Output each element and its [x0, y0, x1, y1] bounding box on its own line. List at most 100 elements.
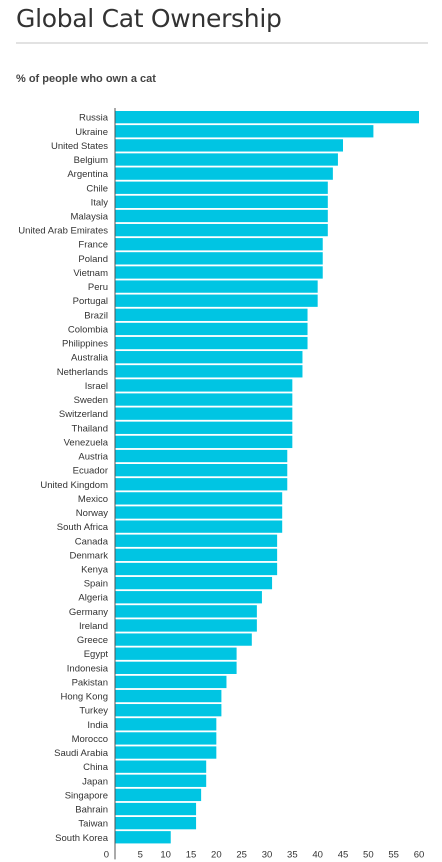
x-tick-label: 30: [262, 849, 273, 860]
bar-united-states: [115, 139, 343, 152]
category-label: Turkey: [79, 706, 108, 717]
category-label: Sweden: [74, 395, 108, 406]
category-label: Morocco: [72, 734, 108, 745]
chart-subtitle: % of people who own a cat: [16, 73, 156, 85]
x-tick-label: 25: [236, 849, 247, 860]
category-label: United States: [51, 141, 108, 152]
bar-greece: [115, 633, 252, 646]
bar-saudi-arabia: [115, 746, 217, 759]
bar-brazil: [115, 308, 308, 321]
x-tick-labels-group: 0 5 10 15 20 25 30 35 40 45 50 55 60: [104, 849, 425, 860]
category-label: Belgium: [74, 155, 108, 166]
bar-australia: [115, 351, 303, 364]
category-label: Russia: [79, 113, 109, 124]
x-tick-label: 10: [160, 849, 171, 860]
title-divider: [16, 42, 428, 44]
category-label: China: [83, 762, 109, 773]
bar-france: [115, 238, 323, 251]
category-label: Portugal: [73, 296, 108, 307]
category-label: Netherlands: [57, 367, 108, 378]
category-label: Saudi Arabia: [54, 748, 109, 759]
category-label: Philippines: [62, 339, 108, 350]
category-label: Italy: [91, 197, 109, 208]
category-label: Algeria: [78, 593, 108, 604]
category-label: Canada: [75, 536, 109, 547]
bar-japan: [115, 774, 207, 787]
bar-india: [115, 718, 217, 731]
x-tick-label: 20: [211, 849, 222, 860]
x-tick-label: 50: [363, 849, 374, 860]
bar-peru: [115, 280, 318, 293]
bar-thailand: [115, 421, 293, 434]
bar-hong-kong: [115, 689, 222, 703]
bar-ecuador: [115, 464, 288, 477]
bar-switzerland: [115, 407, 293, 420]
bar-bahrain: [115, 802, 197, 816]
category-label: Mexico: [78, 494, 108, 505]
category-label: Ecuador: [73, 466, 108, 477]
category-label: Chile: [86, 183, 108, 194]
bar-south-korea: [115, 831, 171, 844]
category-label: Australia: [71, 353, 109, 364]
category-label: Venezuela: [64, 437, 109, 448]
category-label: Ukraine: [75, 127, 108, 138]
x-tick-label: 5: [138, 849, 143, 860]
x-tick-label: 55: [388, 849, 399, 860]
bar-taiwan: [115, 817, 197, 830]
category-label: Israel: [85, 381, 108, 392]
bar-netherlands: [115, 365, 303, 378]
category-labels-group: Russia Ukraine United States Belgium Argenti…: [18, 113, 108, 844]
x-tick-label: 15: [186, 849, 197, 860]
bar-morocco: [115, 732, 217, 745]
bars-group: [115, 111, 419, 844]
bar-spain: [115, 576, 273, 590]
category-label: Colombia: [68, 324, 109, 335]
category-label: Taiwan: [78, 819, 108, 830]
x-tick-label: 0: [104, 849, 109, 860]
bar-singapore: [115, 788, 202, 802]
bar-indonesia: [115, 661, 237, 674]
bar-ireland: [115, 619, 257, 632]
category-label: Singapore: [65, 790, 108, 801]
bar-turkey: [115, 704, 222, 717]
bar-argentina: [115, 167, 333, 180]
category-label: Pakistan: [72, 677, 108, 688]
bar-malaysia: [115, 209, 328, 223]
category-label: Spain: [84, 579, 108, 590]
category-label: Kenya: [81, 564, 109, 575]
bar-vietnam: [115, 266, 323, 279]
bar-denmark: [115, 548, 278, 562]
bar-mexico: [115, 492, 283, 505]
bar-chile: [115, 181, 328, 194]
bar-united-arab-emirates: [115, 223, 328, 237]
x-tick-label: 60: [414, 849, 425, 860]
category-label: France: [78, 240, 108, 251]
chart-title: Global Cat Ownership: [16, 4, 282, 33]
bar-austria: [115, 449, 288, 463]
x-tick-label: 35: [287, 849, 298, 860]
category-label: South Africa: [57, 522, 109, 533]
category-label: Denmark: [69, 550, 108, 561]
bar-venezuela: [115, 435, 293, 449]
category-label: Austria: [78, 452, 108, 463]
bar-russia: [115, 111, 419, 124]
category-label: Poland: [78, 254, 108, 265]
bar-canada: [115, 534, 278, 547]
category-label: Egypt: [84, 649, 109, 660]
bar-colombia: [115, 322, 308, 336]
bar-egypt: [115, 647, 237, 660]
bar-sweden: [115, 393, 293, 406]
category-label: United Kingdom: [40, 480, 108, 491]
category-label: Vietnam: [73, 268, 108, 279]
bar-israel: [115, 379, 293, 392]
category-label: Thailand: [72, 423, 108, 434]
bar-china: [115, 760, 207, 773]
bar-germany: [115, 605, 257, 618]
bar-philippines: [115, 336, 308, 350]
bar-south-africa: [115, 520, 283, 533]
bar-italy: [115, 195, 328, 209]
bar-ukraine: [115, 125, 374, 138]
bar-kenya: [115, 562, 278, 576]
bar-pakistan: [115, 675, 227, 689]
